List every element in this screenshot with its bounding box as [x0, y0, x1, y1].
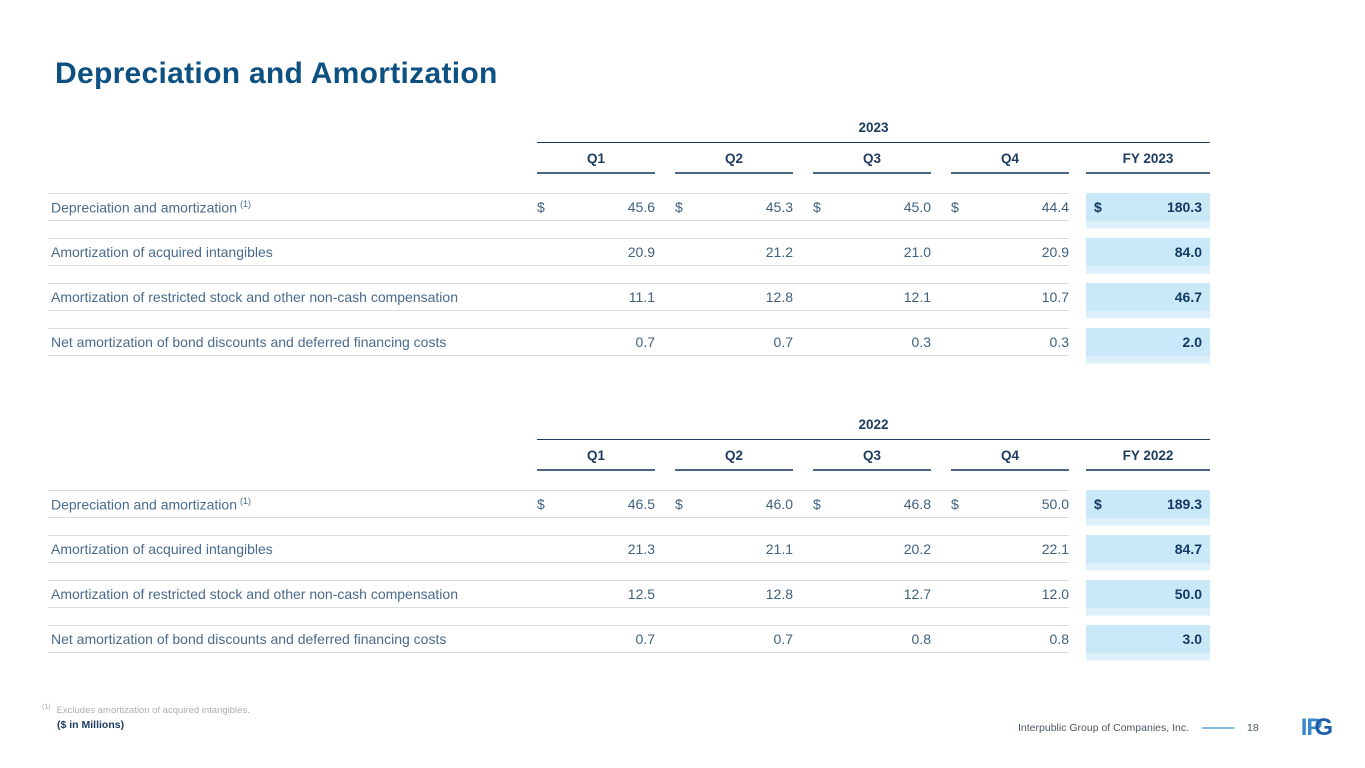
cell-q4: 0.3 [1049, 334, 1069, 350]
cell-q3: 12.7 [903, 586, 931, 602]
cell-q1: 21.3 [627, 541, 655, 557]
column-header-q2: Q2 [675, 440, 793, 471]
dollar-sign: $ [537, 199, 545, 215]
column-header-q1: Q1 [537, 143, 655, 174]
footnote-ref: (1) [240, 495, 251, 506]
column-header-q1: Q1 [537, 440, 655, 471]
cell-q3: 0.3 [911, 334, 931, 350]
row-label: Net amortization of bond discounts and d… [51, 334, 447, 350]
table-2022: 2022 Q1 Q2 Q3 Q4 FY 2022 Depreciation an… [48, 417, 1210, 670]
quarter-header-row-2023: Q1 Q2 Q3 Q4 FY 2023 [537, 143, 1210, 174]
column-header-q4: Q4 [951, 143, 1069, 174]
footnote-block: (1) Excludes amortization of acquired int… [42, 704, 250, 731]
table-row: Amortization of acquired intangibles 20.… [48, 238, 1210, 266]
dollar-sign: $ [675, 496, 683, 512]
cell-q1: $45.6 [537, 199, 655, 215]
row-label: Amortization of acquired intangibles [51, 541, 273, 557]
table-body-2022: Depreciation and amortization (1) $46.5 $… [48, 490, 1210, 670]
year-header-2022: 2022 [537, 417, 1210, 440]
dollar-sign: $ [813, 199, 821, 215]
footer-divider-line [1202, 727, 1235, 729]
quarter-header-row-2022: Q1 Q2 Q3 Q4 FY 2022 [537, 440, 1210, 471]
row-label: Depreciation and amortization (1) [51, 495, 251, 513]
cell-q4: $50.0 [951, 496, 1069, 512]
cell-q1: 0.7 [635, 334, 655, 350]
table-row: Amortization of restricted stock and oth… [48, 283, 1210, 311]
cell-q1: 11.1 [628, 289, 655, 305]
dollar-sign: $ [1094, 496, 1102, 512]
footnote-ref: (1) [240, 198, 251, 209]
dollar-sign: $ [951, 496, 959, 512]
cell-q1: 0.7 [635, 631, 655, 647]
cell-q4: 10.7 [1041, 289, 1069, 305]
dollar-sign: $ [675, 199, 683, 215]
cell-fy: 50.0 [1086, 580, 1210, 608]
dollar-sign: $ [1094, 199, 1102, 215]
cell-fy: $180.3 [1086, 193, 1210, 221]
cell-q4: 0.8 [1049, 631, 1069, 647]
cell-q2: 21.1 [765, 541, 793, 557]
cell-q2: 12.8 [765, 289, 793, 305]
table-row: Depreciation and amortization (1) $45.6 $… [48, 193, 1210, 221]
dollar-sign: $ [537, 496, 545, 512]
footnote-marker: (1) [42, 704, 51, 711]
dollar-sign: $ [813, 496, 821, 512]
cell-q1: $46.5 [537, 496, 655, 512]
cell-q2: $45.3 [675, 199, 793, 215]
row-label: Depreciation and amortization (1) [51, 198, 251, 216]
units-note: ($ in Millions) [57, 719, 125, 732]
dollar-sign: $ [951, 199, 959, 215]
cell-q3: 20.2 [903, 541, 931, 557]
page-number: 18 [1247, 722, 1259, 734]
cell-q2: 21.2 [765, 244, 793, 260]
cell-q2: 0.7 [773, 334, 793, 350]
table-row: Amortization of acquired intangibles 21.… [48, 535, 1210, 563]
cell-q2: 12.8 [765, 586, 793, 602]
column-header-q3: Q3 [813, 143, 931, 174]
column-header-fy2022: FY 2022 [1086, 440, 1210, 471]
table-2023: 2023 Q1 Q2 Q3 Q4 FY 2023 Depreciation an… [48, 120, 1210, 373]
cell-q3: $46.8 [813, 496, 931, 512]
table-row: Amortization of restricted stock and oth… [48, 580, 1210, 608]
row-label: Net amortization of bond discounts and d… [51, 631, 447, 647]
cell-fy: 84.7 [1086, 535, 1210, 563]
cell-q1: 20.9 [627, 244, 655, 260]
table-row: Net amortization of bond discounts and d… [48, 328, 1210, 356]
cell-fy: 46.7 [1086, 283, 1210, 311]
table-body-2023: Depreciation and amortization (1) $45.6 $… [48, 193, 1210, 373]
year-header-2023: 2023 [537, 120, 1210, 143]
cell-q3: $45.0 [813, 199, 931, 215]
cell-q4: 20.9 [1041, 244, 1069, 260]
footer-company-name: Interpublic Group of Companies, Inc. [1018, 722, 1190, 734]
column-header-fy2023: FY 2023 [1086, 143, 1210, 174]
cell-q3: 0.8 [911, 631, 931, 647]
cell-q4: 22.1 [1041, 541, 1069, 557]
page-title: Depreciation and Amortization [55, 57, 498, 90]
cell-fy: 2.0 [1086, 328, 1210, 356]
cell-fy: 84.0 [1086, 238, 1210, 266]
cell-q4: 12.0 [1041, 586, 1069, 602]
table-row: Net amortization of bond discounts and d… [48, 625, 1210, 653]
cell-q3: 21.0 [903, 244, 931, 260]
cell-q2: 0.7 [773, 631, 793, 647]
column-header-q3: Q3 [813, 440, 931, 471]
table-row: Depreciation and amortization (1) $46.5 $… [48, 490, 1210, 518]
ipg-logo: IPG [1300, 714, 1333, 741]
cell-fy: 3.0 [1086, 625, 1210, 653]
row-label: Amortization of restricted stock and oth… [51, 586, 458, 602]
cell-fy: $189.3 [1086, 490, 1210, 518]
column-header-q4: Q4 [951, 440, 1069, 471]
cell-q1: 12.5 [627, 586, 655, 602]
slide-footer: Interpublic Group of Companies, Inc. 18 … [1018, 714, 1333, 741]
cell-q2: $46.0 [675, 496, 793, 512]
row-label: Amortization of acquired intangibles [51, 244, 273, 260]
column-header-q2: Q2 [675, 143, 793, 174]
cell-q3: 12.1 [903, 289, 931, 305]
footnote-text: (1) Excludes amortization of acquired int… [42, 704, 250, 717]
cell-q4: $44.4 [951, 199, 1069, 215]
row-label: Amortization of restricted stock and oth… [51, 289, 458, 305]
